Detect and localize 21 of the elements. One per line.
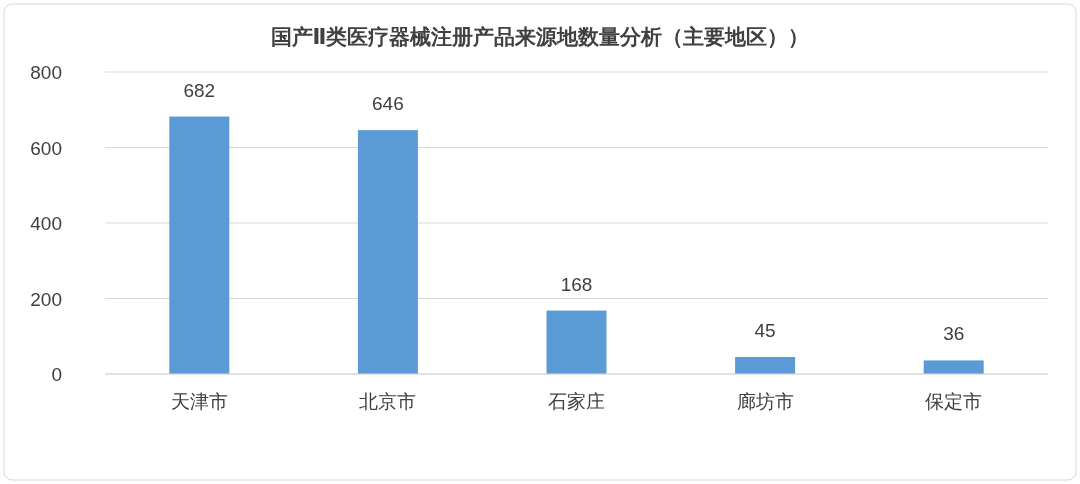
- x-tick-label: 天津市: [170, 391, 228, 412]
- bar: [923, 360, 984, 374]
- x-tick-label: 廊坊市: [736, 391, 794, 412]
- bar: [546, 310, 607, 374]
- bar: [735, 357, 796, 374]
- y-tick-label: 600: [30, 137, 62, 159]
- x-tick-label: 保定市: [925, 391, 983, 412]
- bar: [357, 130, 418, 374]
- data-label: 45: [754, 320, 776, 342]
- data-label: 646: [372, 93, 404, 115]
- x-tick-label: 北京市: [359, 391, 417, 412]
- chart-title: 国产Ⅱ类医疗器械注册产品来源地数量分析（主要地区））: [270, 25, 810, 48]
- data-label: 682: [183, 79, 216, 101]
- bar: [169, 116, 230, 374]
- y-tick-label: 400: [30, 213, 62, 234]
- x-tick-label: 石家庄: [548, 391, 605, 412]
- y-tick-label: 0: [51, 364, 62, 385]
- y-tick-label: 200: [30, 288, 62, 310]
- data-label: 36: [943, 323, 965, 345]
- y-tick-label: 800: [30, 62, 62, 83]
- data-label: 168: [560, 273, 593, 295]
